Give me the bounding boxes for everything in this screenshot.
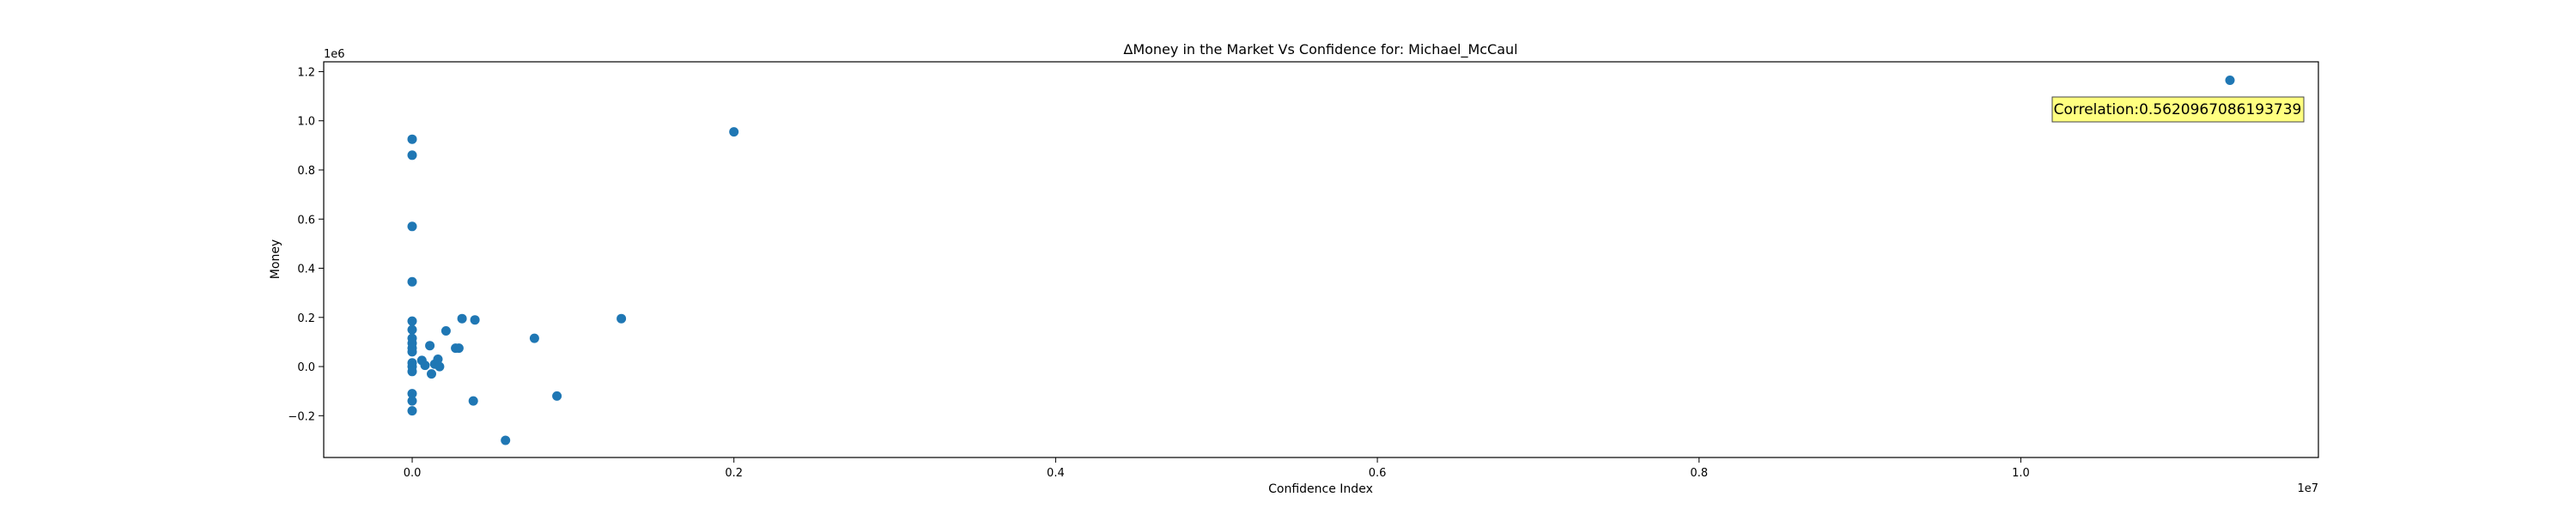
y-tick-label: −0.2: [288, 410, 315, 423]
x-tick-label: 1.0: [2012, 467, 2030, 480]
data-point-28: [470, 315, 480, 325]
x-tick-label: 0.4: [1047, 467, 1065, 480]
data-point-34: [2225, 76, 2235, 85]
data-point-22: [434, 361, 445, 372]
y-tick-label: 0.2: [297, 312, 315, 325]
data-point-18: [425, 341, 435, 351]
y-tick-label: 0.0: [297, 361, 315, 374]
data-point-29: [501, 435, 511, 445]
data-point-32: [617, 313, 627, 324]
y-axis-label: Money: [269, 239, 283, 279]
plot-frame: [323, 61, 2319, 458]
data-point-2: [407, 221, 417, 232]
y-axis-ticks: −0.2 0.0 0.2 0.4 0.6 0.8 1.0 1.2: [288, 66, 324, 423]
chart-title: ΔMoney in the Market Vs Confidence for: …: [1123, 41, 1517, 58]
y-tick-label: 1.2: [297, 66, 315, 79]
data-point-31: [552, 391, 562, 401]
data-point-27: [468, 396, 478, 406]
data-point-21: [433, 354, 443, 364]
data-point-19: [427, 369, 436, 379]
data-point-0: [407, 134, 417, 144]
x-axis-ticks: 0.0 0.2 0.4 0.6 0.8 1.0: [404, 457, 2030, 480]
x-tick-label: 0.2: [725, 467, 743, 480]
data-point-25: [453, 343, 464, 354]
y-axis-offset-label: 1e6: [324, 48, 345, 61]
data-point-12: [407, 367, 417, 377]
y-tick-label: 0.8: [297, 165, 315, 178]
annotation-box: [2051, 96, 2305, 123]
data-point-5: [407, 324, 417, 335]
data-point-1: [407, 150, 417, 161]
data-point-15: [407, 406, 417, 416]
annotation-text: Correlation:0.5620967086193739: [2054, 101, 2302, 118]
x-axis-label: Confidence Index: [1268, 482, 1373, 496]
data-point-13: [407, 389, 417, 399]
x-tick-label: 0.8: [1690, 467, 1708, 480]
data-points: [407, 76, 2235, 445]
correlation-annotation: Correlation:0.5620967086193739: [2051, 96, 2305, 123]
data-point-3: [407, 276, 417, 287]
data-point-17: [420, 360, 430, 371]
data-point-33: [729, 127, 739, 137]
data-point-23: [440, 326, 451, 336]
data-point-30: [529, 333, 539, 343]
data-point-26: [457, 313, 467, 324]
y-tick-label: 0.6: [297, 214, 315, 227]
data-point-4: [407, 316, 417, 326]
x-tick-label: 0.6: [1369, 467, 1387, 480]
data-point-14: [407, 396, 417, 406]
data-point-9: [407, 347, 417, 357]
x-axis-offset-label: 1e7: [2297, 482, 2318, 495]
y-tick-label: 0.4: [297, 264, 315, 276]
y-tick-label: 1.0: [297, 116, 315, 129]
x-tick-label: 0.0: [404, 467, 422, 480]
